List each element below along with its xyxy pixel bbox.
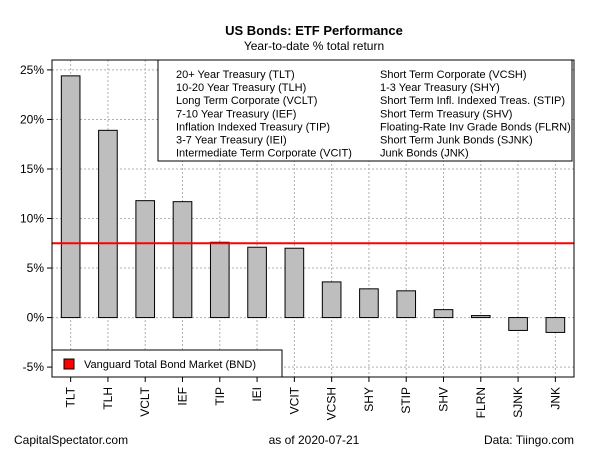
bar-tlt [60,75,81,319]
legend-entry: 3-7 Year Treasury (IEI) [176,135,287,147]
legend-entry: Short Term Junk Bonds (SJNK) [380,135,533,147]
x-tick-label-jnk: JNK [548,387,562,410]
x-tick-label-tlt: TLT [64,386,78,407]
bar-ief [172,201,193,319]
legend-entry: Floating-Rate Inv Grade Bonds (FLRN) [380,121,571,133]
legend-entry: Inflation Indexed Treasury (TIP) [176,121,330,133]
footer-date: as of 2020-07-21 [269,433,360,447]
legend-box [157,59,573,162]
bar-tlh [98,129,118,319]
x-tick-label-vcit: VCIT [287,386,301,414]
bar-iei [247,246,267,319]
bar-flrn [470,315,491,319]
bar-shy [359,288,379,319]
legend-entry: 20+ Year Treasury (TLT) [176,69,295,81]
x-tick-label-vcsh: VCSH [325,387,339,420]
x-axis: TLT TLH VCLT IEF TIP IEI VCIT VCSH SHY STIP SHV FLR… [64,377,562,420]
x-tick-label-tlh: TLH [101,387,115,410]
legend-entry: Short Term Corporate (VCSH) [380,69,527,81]
x-tick-label-vclt: VCLT [138,386,152,416]
x-tick-label-sjnk: SJNK [511,387,525,418]
bar-vcsh [321,281,342,319]
chart-title: US Bonds: ETF Performance [225,23,403,38]
y-axis: -5% 0% 5% 10% 15% 20% 25% [20,63,52,374]
y-tick-label: 5% [27,261,45,275]
bar-tip [209,241,230,319]
benchmark-legend-box [51,349,283,378]
bar-vclt [135,200,156,319]
bar-shv [433,309,454,319]
x-tick-label-flrn: FLRN [474,387,488,418]
bar-sjnk [508,317,528,331]
chart-subtitle: Year-to-date % total return [244,39,384,53]
legend-entry: Short Term Infl. Indexed Treas. (STIP) [380,95,565,107]
x-tick-label-ief: IEF [176,387,190,406]
x-tick-label-stip: STIP [399,387,413,414]
benchmark-legend-label: Vanguard Total Bond Market (BND) [84,359,256,371]
x-tick-label-shv: SHV [437,387,451,412]
y-tick-label: 20% [20,112,44,126]
footer-data-source: Data: Tiingo.com [484,433,574,447]
bar-vcit [284,247,305,319]
y-tick-label: -5% [23,360,45,374]
legend-entry: Intermediate Term Corporate (VCIT) [176,148,352,160]
footer-source-site: CapitalSpectator.com [14,433,128,447]
legend-entry: 7-10 Year Treasury (IEF) [176,108,296,120]
legend-entry: 10-20 Year Treasury (TLH) [176,82,306,94]
benchmark-legend-swatch [63,358,75,370]
x-tick-label-iei: IEI [250,387,264,402]
x-tick-label-tip: TIP [213,387,227,406]
y-tick-label: 0% [27,311,45,325]
bars-group [60,75,566,333]
x-tick-label-shy: SHY [362,387,376,412]
y-tick-label: 15% [20,162,44,176]
y-tick-label: 10% [20,212,44,226]
legend-entry: Long Term Corporate (VCLT) [176,95,317,107]
legend-etf-names: 20+ Year Treasury (TLT)10-20 Year Treasu… [157,59,573,162]
legend-entry: Short Term Treasury (SHV) [380,108,512,120]
bar-stip [396,290,417,319]
y-tick-label: 25% [20,63,44,77]
legend-benchmark: Vanguard Total Bond Market (BND) [51,349,283,378]
bar-jnk [545,317,566,333]
legend-entry: 1-3 Year Treasury (SHY) [380,82,500,94]
legend-entry: Junk Bonds (JNK) [380,148,469,160]
